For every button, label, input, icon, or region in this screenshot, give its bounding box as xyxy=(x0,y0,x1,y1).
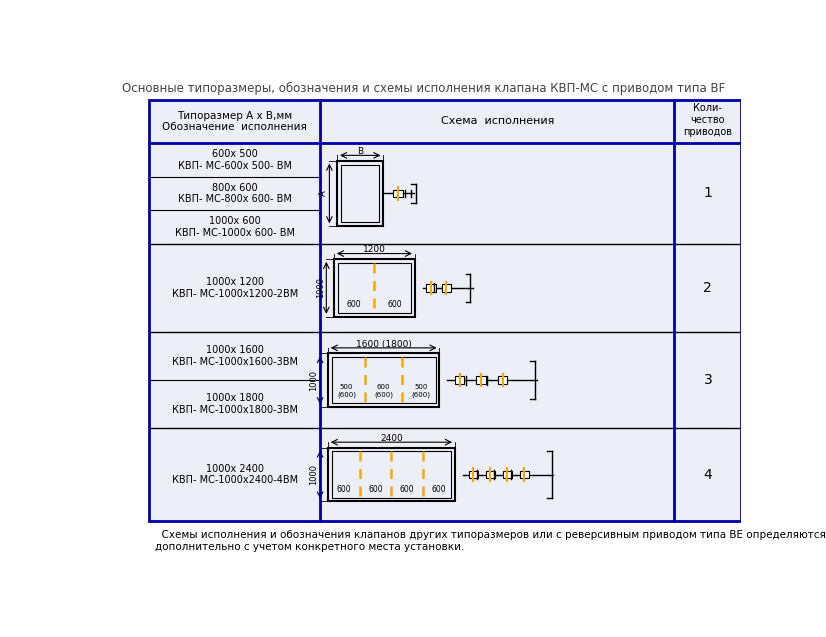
Text: 2400: 2400 xyxy=(380,434,403,443)
Text: 600: 600 xyxy=(387,300,402,309)
Bar xyxy=(341,164,379,222)
Bar xyxy=(338,263,411,313)
Bar xyxy=(486,471,495,478)
Text: Схема  исполнения: Схема исполнения xyxy=(440,117,554,127)
Bar xyxy=(503,471,512,478)
Text: В: В xyxy=(357,147,363,156)
Text: 4: 4 xyxy=(704,468,712,482)
Bar xyxy=(332,357,435,403)
Text: 1000: 1000 xyxy=(310,464,319,485)
Text: 1000: 1000 xyxy=(310,369,319,390)
Bar xyxy=(328,354,439,407)
Bar xyxy=(332,452,451,497)
Text: 1200: 1200 xyxy=(363,245,386,254)
Text: 1000х 600
КВП- МС-1000х 600- ВМ: 1000х 600 КВП- МС-1000х 600- ВМ xyxy=(174,216,295,238)
Text: 600х 500
КВП- МС-600х 500- ВМ: 600х 500 КВП- МС-600х 500- ВМ xyxy=(178,149,292,171)
Text: Схемы исполнения и обозначения клапанов других типоразмеров или с реверсивным пр: Схемы исполнения и обозначения клапанов … xyxy=(155,530,826,552)
Text: 1000х 1800
КВП- МС-1000х1800-3ВМ: 1000х 1800 КВП- МС-1000х1800-3ВМ xyxy=(172,394,297,415)
Text: 600
(600): 600 (600) xyxy=(374,384,393,398)
Text: 1000: 1000 xyxy=(316,277,325,298)
Bar xyxy=(337,161,383,226)
Text: 600: 600 xyxy=(336,485,351,494)
Text: 1600 (1800): 1600 (1800) xyxy=(356,340,411,348)
Text: 3: 3 xyxy=(704,373,712,387)
Text: Основные типоразмеры, обозначения и схемы исполнения клапана КВП-МС с приводом т: Основные типоразмеры, обозначения и схем… xyxy=(121,82,725,96)
Bar xyxy=(150,99,742,520)
Text: 1: 1 xyxy=(704,187,712,201)
Text: 600: 600 xyxy=(400,485,415,494)
Bar xyxy=(498,376,507,384)
Bar xyxy=(520,471,529,478)
Text: 1000х 1600
КВП- МС-1000х1600-3ВМ: 1000х 1600 КВП- МС-1000х1600-3ВМ xyxy=(172,345,297,367)
Text: 500
(600): 500 (600) xyxy=(411,384,430,398)
Bar xyxy=(393,190,403,197)
Text: 600: 600 xyxy=(368,485,382,494)
Bar xyxy=(469,471,478,478)
Bar xyxy=(426,284,435,292)
Text: А: А xyxy=(319,190,328,196)
Bar xyxy=(442,284,451,292)
Text: Типоразмер А х В,мм
Обозначение  исполнения: Типоразмер А х В,мм Обозначение исполнен… xyxy=(162,111,307,132)
Bar xyxy=(334,259,415,317)
Bar xyxy=(455,376,464,384)
Text: 500
(600): 500 (600) xyxy=(337,384,356,398)
Text: 800х 600
КВП- МС-800х 600- ВМ: 800х 600 КВП- МС-800х 600- ВМ xyxy=(178,183,292,204)
Bar xyxy=(328,448,455,501)
Text: 2: 2 xyxy=(704,281,712,295)
Text: 1000х 1200
КВП- МС-1000х1200-2ВМ: 1000х 1200 КВП- МС-1000х1200-2ВМ xyxy=(172,277,298,299)
Text: 600: 600 xyxy=(432,485,446,494)
Text: 1000х 2400
КВП- МС-1000х2400-4ВМ: 1000х 2400 КВП- МС-1000х2400-4ВМ xyxy=(172,464,297,485)
Text: 600: 600 xyxy=(347,300,362,309)
Text: Коли-
чество
приводов: Коли- чество приводов xyxy=(683,103,733,136)
Bar xyxy=(150,99,742,520)
Bar xyxy=(477,376,486,384)
